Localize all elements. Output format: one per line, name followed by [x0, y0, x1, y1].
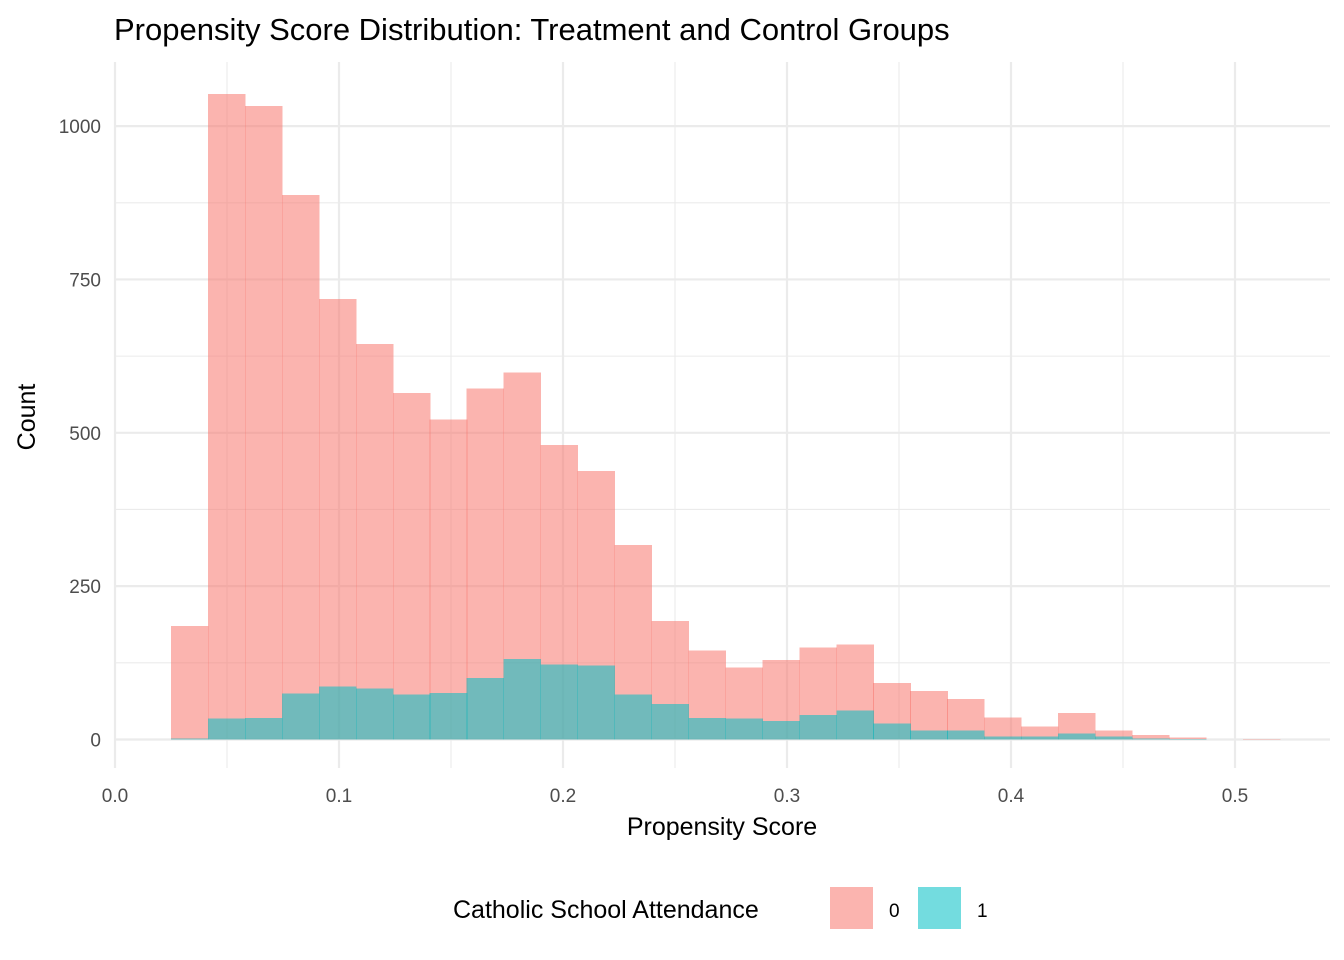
x-tick-label: 0.5	[1222, 786, 1248, 807]
legend-title: Catholic School Attendance	[453, 896, 759, 924]
histogram-bar-group-0	[1131, 735, 1170, 740]
x-tick-label: 0.2	[550, 786, 576, 807]
histogram-bar-group-0	[244, 105, 283, 740]
legend-swatch-0	[830, 887, 873, 929]
histogram-bar-group-1	[688, 718, 726, 740]
histogram-bar-group-1	[725, 718, 763, 740]
y-tick-label: 500	[69, 424, 101, 445]
legend-label-1: 1	[977, 901, 988, 922]
histogram-bar-group-1	[207, 718, 246, 740]
chart-title: Propensity Score Distribution: Treatment…	[114, 12, 950, 47]
histogram-bar-group-0	[1095, 730, 1133, 740]
histogram-bar-group-1	[318, 686, 357, 740]
histogram-bar-group-1	[355, 688, 394, 740]
histogram-bar-group-0	[1242, 738, 1281, 740]
histogram-bar-group-0	[318, 299, 357, 740]
histogram-bar-group-1	[429, 692, 468, 740]
histogram-bar-group-1	[1168, 738, 1207, 740]
histogram-bar-group-1	[836, 710, 874, 740]
histogram-bar-group-1	[799, 714, 837, 740]
histogram-bar-group-0	[281, 194, 320, 740]
y-tick-label: 750	[69, 270, 101, 291]
histogram-bar-group-1	[947, 730, 985, 740]
histogram-bar-group-1	[762, 721, 800, 740]
histogram-bar-group-1	[244, 718, 283, 740]
histogram-bar-group-1	[540, 664, 579, 740]
histogram-bar-group-0	[171, 626, 209, 740]
histogram-bar-group-0	[984, 717, 1022, 740]
histogram-bar-group-1	[171, 738, 209, 740]
histogram-bar-group-0	[392, 392, 431, 740]
y-axis-title: Count	[13, 384, 41, 451]
histogram-bar-group-1	[651, 703, 690, 740]
legend-label-0: 0	[889, 901, 900, 922]
histogram-bar-group-1	[910, 730, 948, 740]
histogram-bar-group-0	[1021, 726, 1059, 740]
legend: Catholic School Attendance 0 1	[453, 887, 988, 929]
x-tick-label: 0.4	[998, 786, 1025, 807]
histogram-bar-group-1	[614, 694, 653, 740]
legend-swatch-1	[918, 887, 961, 929]
histogram-bar-group-0	[1168, 737, 1207, 740]
histogram-bar-group-1	[1131, 738, 1170, 740]
y-tick-label: 250	[69, 577, 101, 598]
histogram-bar-group-1	[577, 665, 616, 740]
histogram-bar-group-1	[984, 736, 1022, 740]
histogram-bar-group-1	[873, 723, 911, 740]
histogram-bar-group-0	[355, 343, 394, 740]
x-tick-label: 0.1	[326, 786, 352, 807]
y-tick-label: 1000	[59, 117, 101, 138]
x-axis-title: Propensity Score	[627, 813, 817, 841]
histogram-bar-group-1	[1095, 736, 1133, 740]
y-tick-label: 0	[90, 731, 101, 752]
x-tick-label: 0.3	[774, 786, 800, 807]
x-tick-label: 0.0	[102, 786, 128, 807]
histogram-bar-group-1	[392, 694, 431, 740]
bars	[171, 94, 1281, 740]
histogram-bar-group-1	[503, 659, 542, 740]
histogram-bar-group-1	[1021, 736, 1059, 740]
tick-labels: 0.0 0.1 0.2 0.3 0.4 0.5 0 250 500 750 1000	[59, 117, 1248, 807]
histogram-bar-group-0	[429, 419, 468, 740]
histogram-bar-group-1	[466, 678, 505, 740]
histogram-bar-group-1	[1058, 733, 1096, 740]
histogram-bar-group-0	[207, 94, 246, 740]
histogram-bar-group-1	[281, 693, 320, 740]
